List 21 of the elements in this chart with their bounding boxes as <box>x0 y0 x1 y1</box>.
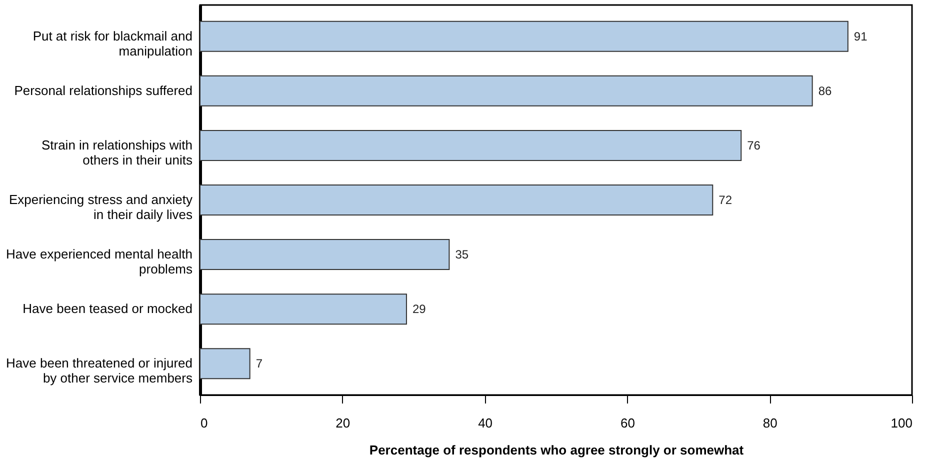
y-tick-label: Strain in relationships with others in their units <box>41 137 193 168</box>
x-tick-label: 60 <box>620 416 635 430</box>
y-tick-label: Experiencing stress and anxiety in their daily lives <box>8 192 193 222</box>
data-label: 72 <box>718 193 732 207</box>
data-label: 76 <box>747 138 761 152</box>
data-label: 29 <box>412 302 426 316</box>
data-label: 91 <box>854 29 868 44</box>
x-tick-label: 20 <box>336 416 350 430</box>
x-tick-label: 0 <box>200 416 208 430</box>
y-tick-label: Have been teased or mocked <box>22 301 192 316</box>
x-axis-title: Percentage of respondents who agree strongly or somewhat <box>369 442 744 458</box>
y-tick-label: Put at risk for blackmail and manipulation <box>32 28 192 58</box>
y-tick-label: Have been threatened or injured by other service members <box>6 356 193 386</box>
x-tick-label: 40 <box>478 416 493 430</box>
data-label: 86 <box>818 84 832 98</box>
y-tick-label: Have experienced mental health problems <box>6 246 193 277</box>
x-tick-label: 100 <box>890 416 912 430</box>
x-tick-label: 80 <box>762 416 778 430</box>
y-tick-label: Personal relationships suffered <box>14 82 192 98</box>
data-label: 35 <box>455 248 469 262</box>
data-label: 7 <box>256 356 263 371</box>
